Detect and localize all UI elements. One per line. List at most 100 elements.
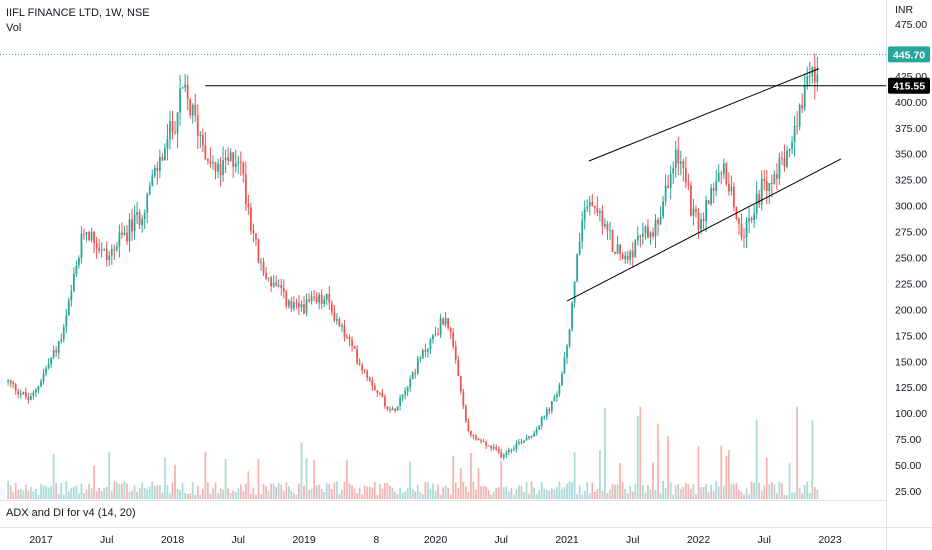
volume-bar	[368, 486, 371, 499]
volume-bar	[224, 459, 227, 499]
volume-bar	[282, 490, 285, 499]
volume-bar	[348, 483, 351, 499]
candle-body	[598, 211, 601, 213]
candle-body	[346, 337, 348, 339]
candle-body	[745, 221, 748, 238]
candle-body	[452, 332, 455, 347]
volume-bar	[657, 423, 659, 499]
candle-body	[378, 392, 381, 394]
volume-bar	[606, 492, 609, 499]
candle-body	[750, 218, 753, 220]
drawings[interactable]	[205, 68, 886, 302]
candle-body	[576, 254, 579, 282]
volume-bar	[538, 489, 541, 499]
symbol-title[interactable]: IIFL FINANCE LTD, 1W, NSE	[6, 7, 150, 19]
candle-body	[480, 440, 482, 442]
candle-body	[684, 167, 687, 184]
candle-body	[229, 152, 232, 161]
candle-body	[464, 405, 467, 422]
volume-bar	[85, 489, 88, 499]
candle-body	[305, 299, 308, 314]
candle-body	[596, 208, 599, 213]
volume-bar	[270, 483, 273, 499]
volume-bar	[153, 485, 156, 499]
volume-bar	[194, 494, 197, 499]
volume-bar	[325, 483, 328, 499]
volume-bar	[616, 483, 619, 499]
volume-bar	[561, 488, 563, 499]
volume-bar	[773, 484, 776, 499]
candle-body	[558, 385, 561, 395]
candle-body	[424, 349, 427, 352]
candle-body	[538, 425, 541, 430]
candle-body	[57, 341, 60, 353]
volume-bar	[378, 484, 381, 499]
volume-bar	[707, 492, 710, 499]
volume-bar	[62, 494, 65, 499]
candle-body	[146, 194, 149, 213]
candle-body	[237, 161, 240, 164]
candle-body	[371, 380, 374, 386]
indicator-label[interactable]: ADX and DI for v4 (14, 20)	[6, 507, 136, 519]
candle-body	[199, 134, 202, 137]
volume-bar	[265, 486, 267, 499]
volume-bar	[682, 487, 685, 499]
candle-body	[184, 84, 187, 88]
candle-body	[164, 148, 166, 161]
candle-body	[338, 319, 341, 327]
candle-body	[525, 437, 528, 441]
volume-bar	[146, 488, 149, 499]
candle-body	[176, 112, 179, 133]
candle-body	[616, 244, 619, 254]
volume-bar	[798, 488, 801, 499]
volume-bar	[128, 492, 131, 499]
volume-bar	[95, 491, 98, 499]
candle-body	[209, 161, 212, 164]
trend-line[interactable]	[566, 158, 842, 302]
volume-bar	[563, 487, 566, 499]
current-price-value: 445.70	[893, 49, 925, 61]
candle-body	[583, 208, 586, 221]
volume-bar	[793, 492, 796, 499]
candle-body	[341, 325, 343, 327]
candle-body	[581, 220, 584, 242]
candle-body	[24, 392, 27, 398]
candle-body	[725, 163, 728, 184]
volume-bar	[427, 481, 429, 499]
volume-bar	[78, 493, 80, 499]
candle-body	[103, 248, 106, 250]
volume-bar	[103, 488, 106, 499]
trend-line[interactable]	[588, 68, 820, 162]
volume-bar	[553, 489, 556, 499]
volume-bar	[768, 484, 771, 499]
candle-body	[578, 241, 581, 255]
candle-body	[35, 389, 37, 393]
volume-bar	[712, 491, 715, 499]
candle-body	[315, 296, 318, 303]
volume-bar	[363, 485, 366, 499]
candle-body	[490, 445, 493, 449]
time-axis[interactable]: 2017 Jul 2018 Jul 2019 8 2020 Jul 2021 Jul 2022 Jul…	[29, 534, 842, 546]
volume-bar	[497, 487, 500, 499]
volume-bar	[604, 408, 606, 499]
candle-body	[786, 150, 788, 167]
candle-body	[497, 449, 500, 453]
candle-body	[45, 368, 47, 374]
volume-bar	[389, 485, 391, 499]
volume-bar	[720, 445, 723, 499]
candle-body	[128, 219, 131, 242]
candle-body	[250, 207, 252, 231]
candle-body	[232, 152, 235, 168]
candle-body	[573, 281, 576, 303]
volume-bar	[232, 490, 235, 499]
volume-bar	[459, 468, 462, 499]
candle-body	[9, 380, 12, 383]
candle-body	[376, 390, 379, 393]
candle-body	[765, 181, 768, 191]
candle-body	[366, 370, 369, 378]
volume-bar	[358, 487, 361, 499]
volume-bar	[722, 485, 725, 499]
volume-label[interactable]: Vol	[6, 22, 22, 34]
candle-body	[75, 265, 78, 274]
